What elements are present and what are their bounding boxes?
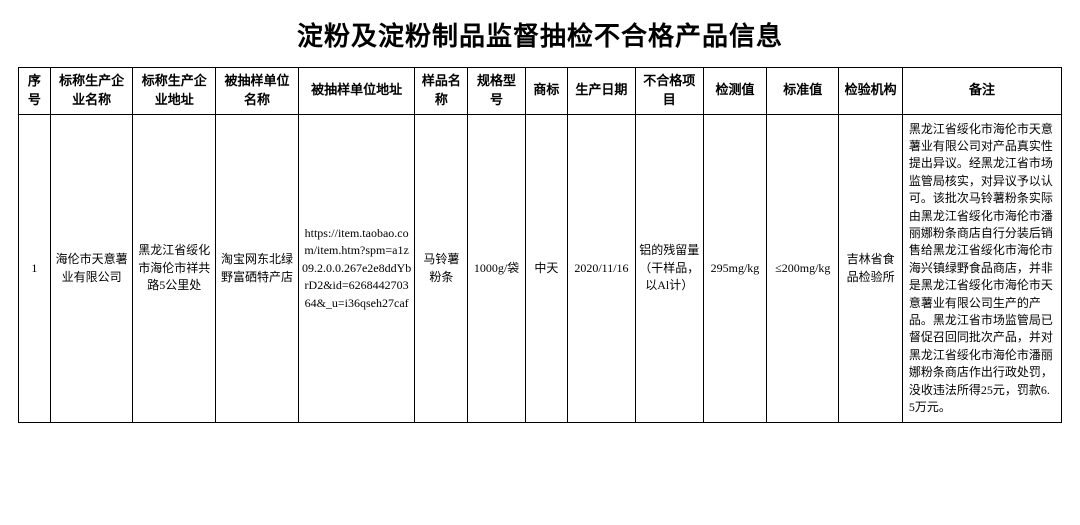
col-standard: 标准值: [767, 68, 839, 115]
col-brand: 商标: [525, 68, 567, 115]
col-measured: 检测值: [703, 68, 767, 115]
col-producer-addr: 标称生产企业地址: [133, 68, 216, 115]
col-sample-name: 样品名称: [415, 68, 468, 115]
cell-sampled-addr: https://item.taobao.com/item.htm?spm=a1z…: [298, 114, 415, 423]
cell-brand: 中天: [525, 114, 567, 423]
col-prod-date: 生产日期: [568, 68, 636, 115]
table-header: 序号 标称生产企业名称 标称生产企业地址 被抽样单位名称 被抽样单位地址 样品名…: [19, 68, 1062, 115]
table-row: 1 海伦市天意薯业有限公司 黑龙江省绥化市海伦市祥共路5公里处 淘宝网东北绿野富…: [19, 114, 1062, 423]
cell-remark: 黑龙江省绥化市海伦市天意薯业有限公司对产品真实性提出异议。经黑龙江省市场监管局核…: [902, 114, 1061, 423]
col-inspector: 检验机构: [839, 68, 903, 115]
page-title: 淀粉及淀粉制品监督抽检不合格产品信息: [18, 16, 1062, 53]
inspection-table: 序号 标称生产企业名称 标称生产企业地址 被抽样单位名称 被抽样单位地址 样品名…: [18, 67, 1062, 423]
cell-inspector: 吉林省食品检验所: [839, 114, 903, 423]
cell-index: 1: [19, 114, 51, 423]
cell-measured: 295mg/kg: [703, 114, 767, 423]
col-spec: 规格型号: [468, 68, 525, 115]
cell-producer-name: 海伦市天意薯业有限公司: [50, 114, 133, 423]
col-producer-name: 标称生产企业名称: [50, 68, 133, 115]
cell-fail-item: 铝的残留量（干样品，以Al计）: [635, 114, 703, 423]
cell-producer-addr: 黑龙江省绥化市海伦市祥共路5公里处: [133, 114, 216, 423]
cell-prod-date: 2020/11/16: [568, 114, 636, 423]
cell-sample-name: 马铃薯粉条: [415, 114, 468, 423]
cell-standard: ≤200mg/kg: [767, 114, 839, 423]
col-sampled-name: 被抽样单位名称: [216, 68, 299, 115]
col-remark: 备注: [902, 68, 1061, 115]
col-sampled-addr: 被抽样单位地址: [298, 68, 415, 115]
col-index: 序号: [19, 68, 51, 115]
cell-sampled-name: 淘宝网东北绿野富硒特产店: [216, 114, 299, 423]
cell-spec: 1000g/袋: [468, 114, 525, 423]
col-fail-item: 不合格项目: [635, 68, 703, 115]
